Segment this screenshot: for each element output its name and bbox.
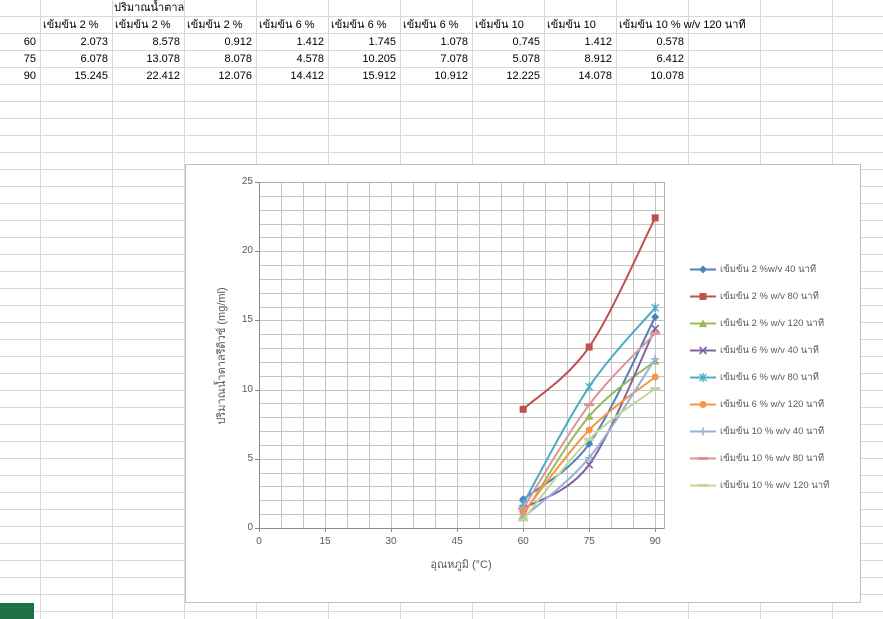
value-cell[interactable]: 12.225: [506, 70, 540, 82]
legend-item[interactable]: เข้มข้น 2 % w/v 80 นาที: [690, 289, 819, 304]
value-cell[interactable]: 1.412: [296, 36, 324, 48]
value-cell[interactable]: 1.078: [440, 36, 468, 48]
x-tick-label: 75: [583, 536, 595, 547]
x-tick-label: 15: [319, 536, 331, 547]
legend-label: เข้มข้น 6 % w/v 120 นาที: [720, 399, 825, 410]
gridlines: [259, 182, 665, 529]
row-header-cell[interactable]: 90: [23, 70, 36, 82]
legend-item[interactable]: เข้มข้น 10 % w/v 120 นาที: [690, 478, 829, 493]
x-tick-label: 60: [517, 536, 529, 547]
value-cell[interactable]: 10.205: [362, 53, 396, 65]
column-header-cell[interactable]: เข้มข้น 2 %: [187, 19, 243, 31]
series-8: [518, 387, 661, 522]
value-cell[interactable]: 15.912: [362, 70, 396, 82]
x-tick-label: 0: [256, 536, 262, 547]
bottom-left-filled-cell[interactable]: [0, 603, 34, 619]
legend-marker-triangle: [690, 319, 716, 328]
value-cell[interactable]: 0.745: [512, 36, 540, 48]
legend-label: เข้มข้น 10 % w/v 80 นาที: [720, 453, 825, 464]
axes: [255, 182, 664, 532]
column-header-cell[interactable]: เข้มข้น 2 %: [43, 19, 99, 31]
y-tick-label: 15: [241, 314, 253, 326]
table-title-cell[interactable]: ปริมาณน้ำตาล: [114, 2, 185, 14]
x-tick-label: 30: [385, 536, 397, 547]
legend-item[interactable]: เข้มข้น 10 % w/v 80 นาที: [690, 451, 824, 466]
column-header-cell[interactable]: เข้มข้น 6 %: [259, 19, 315, 31]
legend-label: เข้มข้น 10 % w/v 40 นาที: [720, 426, 825, 437]
row-header-cell[interactable]: 60: [23, 36, 36, 48]
y-tick-label: 0: [247, 522, 253, 533]
series-5: [519, 373, 659, 517]
row-header-cell[interactable]: 75: [23, 53, 36, 65]
column-header-cell[interactable]: เข้มข้น 10: [475, 19, 524, 31]
legend-label: เข้มข้น 2 % w/v 80 นาที: [720, 291, 819, 302]
plot-area: [255, 182, 665, 532]
value-cell[interactable]: 8.912: [584, 53, 612, 65]
value-cell[interactable]: 13.078: [146, 53, 180, 65]
legend-item[interactable]: เข้มข้น 2 % w/v 120 นาที: [690, 316, 824, 331]
value-cell[interactable]: 6.078: [80, 53, 108, 65]
column-header-cell[interactable]: เข้มข้น 2 %: [115, 19, 171, 31]
legend-marker-circle: [690, 401, 716, 408]
x-axis-title: อุณหภูมิ (°C): [430, 559, 492, 571]
value-cell[interactable]: 0.578: [656, 36, 684, 48]
value-cell[interactable]: 1.745: [368, 36, 396, 48]
embedded-chart[interactable]: ปริมาณน้ำตาลรีดิวซ์ (mg/ml) อุณหภูมิ (°C…: [185, 164, 861, 603]
legend-marker-x: [690, 346, 716, 355]
value-cell[interactable]: 12.076: [218, 70, 252, 82]
x-tick-label: 90: [649, 536, 661, 547]
column-header-cell[interactable]: เข้มข้น 6 %: [403, 19, 459, 31]
legend-item[interactable]: เข้มข้น 6 % w/v 80 นาที: [690, 370, 819, 385]
legend-label: เข้มข้น 6 % w/v 40 นาที: [720, 345, 819, 356]
legend-marker-diamond: [690, 265, 716, 274]
value-cell[interactable]: 15.245: [74, 70, 108, 82]
value-cell[interactable]: 14.078: [578, 70, 612, 82]
y-tick-label: 25: [241, 176, 253, 187]
legend-item[interactable]: เข้มข้น 10 % w/v 40 นาที: [690, 424, 824, 439]
column-header-cell[interactable]: เข้มข้น 10: [547, 19, 596, 31]
legend-item[interactable]: เข้มข้น 2 %w/v 40 นาที: [690, 262, 816, 277]
legend-label: เข้มข้น 2 % w/v 120 นาที: [720, 318, 825, 329]
value-cell[interactable]: 22.412: [146, 70, 180, 82]
series-1: [519, 214, 659, 413]
legend-marker-dash: [690, 484, 716, 487]
value-cell[interactable]: 2.073: [80, 36, 108, 48]
value-cell[interactable]: 7.078: [440, 53, 468, 65]
x-tick-label: 45: [451, 536, 463, 547]
series-6: [519, 354, 660, 522]
series-7: [518, 331, 661, 510]
value-cell[interactable]: 6.412: [656, 53, 684, 65]
y-tick-label: 10: [241, 383, 253, 395]
legend-marker-star: [690, 373, 716, 382]
legend-label: เข้มข้น 6 % w/v 80 นาที: [720, 372, 819, 383]
value-cell[interactable]: 8.078: [224, 53, 252, 65]
legend-item[interactable]: เข้มข้น 6 % w/v 120 นาที: [690, 397, 824, 412]
legend-marker-plus: [690, 427, 716, 436]
value-cell[interactable]: 0.912: [224, 36, 252, 48]
legend-marker-dash: [690, 457, 716, 460]
column-header-cell[interactable]: เข้มข้น 10 % w/v 120 นาที: [619, 19, 746, 31]
value-cell[interactable]: 4.578: [296, 53, 324, 65]
y-tick-label: 5: [247, 452, 253, 464]
value-cell[interactable]: 5.078: [512, 53, 540, 65]
value-cell[interactable]: 14.412: [290, 70, 324, 82]
value-cell[interactable]: 10.912: [434, 70, 468, 82]
column-header-cell[interactable]: เข้มข้น 6 %: [331, 19, 387, 31]
y-tick-label: 20: [241, 245, 253, 257]
legend-label: เข้มข้น 10 % w/v 120 นาที: [720, 480, 830, 491]
legend-label: เข้มข้น 2 %w/v 40 นาที: [720, 264, 817, 275]
legend-marker-square: [690, 293, 716, 300]
value-cell[interactable]: 1.412: [584, 36, 612, 48]
legend-item[interactable]: เข้มข้น 6 % w/v 40 นาที: [690, 343, 819, 358]
value-cell[interactable]: 10.078: [650, 70, 684, 82]
value-cell[interactable]: 8.578: [152, 36, 180, 48]
